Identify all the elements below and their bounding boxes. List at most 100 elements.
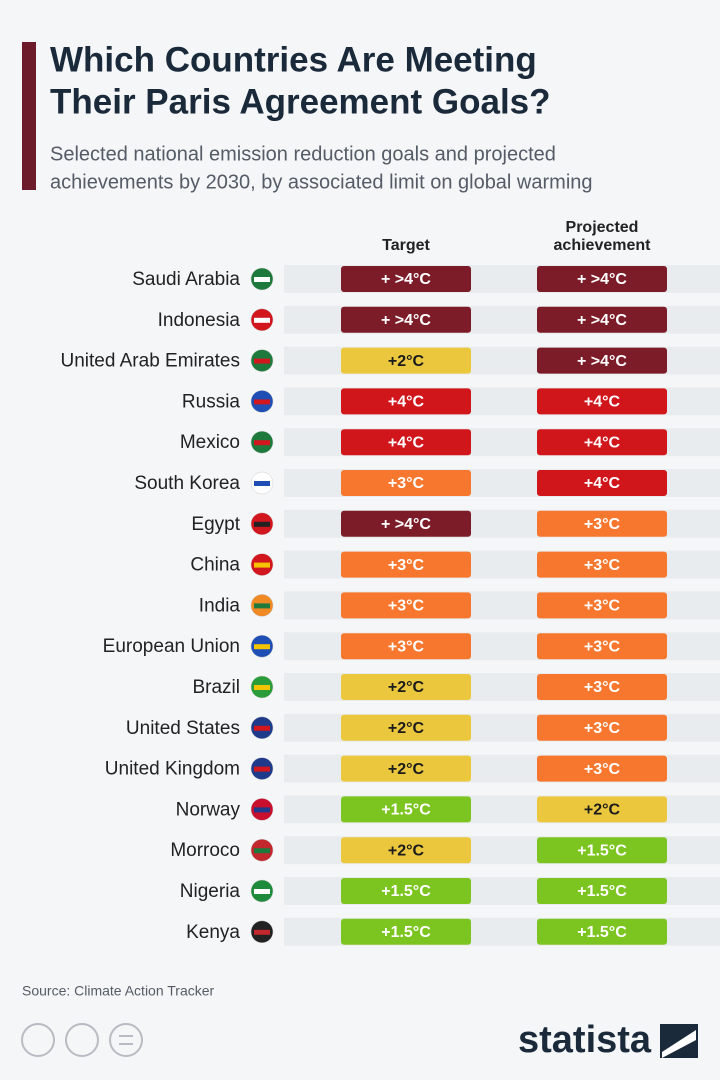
rating-badge bbox=[341, 918, 471, 945]
rating-label: + >4°C bbox=[381, 271, 431, 288]
rating-label: +3°C bbox=[584, 679, 621, 696]
rating-label: + >4°C bbox=[381, 516, 431, 533]
rating-badge bbox=[341, 755, 471, 782]
flag-stripe bbox=[254, 848, 270, 854]
rating-label: +3°C bbox=[388, 598, 425, 615]
rating-badge bbox=[537, 674, 667, 700]
brand-mark-stripe bbox=[662, 1030, 696, 1058]
flag-stripe bbox=[254, 399, 270, 405]
rating-badge bbox=[537, 306, 667, 333]
rating-badge bbox=[341, 837, 471, 864]
rating-label: +2°C bbox=[388, 720, 425, 737]
rating-badge bbox=[341, 306, 471, 333]
rating-badge bbox=[537, 755, 667, 782]
rating-badge bbox=[537, 837, 667, 864]
country-name: Egypt bbox=[191, 514, 240, 535]
column-header: Projected bbox=[566, 219, 639, 236]
rating-badge bbox=[537, 510, 667, 537]
rating-badge bbox=[341, 347, 471, 374]
rating-label: + >4°C bbox=[577, 312, 627, 329]
rating-label: +3°C bbox=[584, 557, 621, 574]
rating-badge bbox=[341, 674, 471, 700]
country-name: European Union bbox=[103, 636, 240, 657]
flag-stripe bbox=[254, 562, 270, 568]
country-name: Kenya bbox=[186, 922, 240, 943]
rating-label: +1.5°C bbox=[577, 924, 627, 941]
rating-label: +4°C bbox=[584, 394, 621, 411]
rating-badge bbox=[537, 633, 667, 660]
flag-stripe bbox=[254, 807, 270, 813]
rating-badge bbox=[537, 878, 667, 904]
rating-badge bbox=[341, 592, 471, 619]
column-header: Target bbox=[382, 237, 430, 254]
country-name: China bbox=[190, 555, 240, 576]
rating-badge bbox=[537, 918, 667, 945]
rating-badge bbox=[537, 429, 667, 456]
rating-label: +4°C bbox=[388, 394, 425, 411]
rating-badge bbox=[341, 714, 471, 741]
rating-badge bbox=[537, 551, 667, 578]
rating-badge bbox=[537, 347, 667, 374]
rating-badge bbox=[341, 429, 471, 456]
rating-label: +2°C bbox=[388, 353, 425, 370]
country-name: South Korea bbox=[134, 473, 240, 494]
source: Source: Climate Action Tracker bbox=[22, 983, 215, 999]
rating-label: +2°C bbox=[584, 802, 621, 819]
rating-label: +4°C bbox=[584, 475, 621, 492]
rating-badge bbox=[537, 714, 667, 741]
rating-label: +1.5°C bbox=[577, 883, 627, 900]
country-name: Norway bbox=[176, 799, 241, 820]
accent-bar bbox=[22, 42, 36, 190]
flag-stripe bbox=[254, 889, 270, 894]
flag-stripe bbox=[254, 685, 270, 690]
column-header: achievement bbox=[554, 237, 652, 254]
title-line: Which Countries Are Meeting bbox=[50, 40, 537, 79]
rating-label: +1.5°C bbox=[381, 802, 431, 819]
rating-label: + >4°C bbox=[381, 312, 431, 329]
country-name: United Arab Emirates bbox=[60, 351, 240, 372]
country-name: United States bbox=[126, 718, 240, 739]
rating-badge bbox=[341, 878, 471, 904]
flag-stripe bbox=[254, 929, 270, 935]
rating-label: +3°C bbox=[584, 761, 621, 778]
rating-badge bbox=[341, 633, 471, 660]
country-name: Brazil bbox=[192, 677, 240, 698]
rating-badge bbox=[341, 266, 471, 292]
flag-stripe bbox=[254, 481, 270, 486]
rating-label: +4°C bbox=[584, 434, 621, 451]
country-name: Russia bbox=[182, 391, 241, 412]
license-icons bbox=[21, 1023, 143, 1057]
flag-stripe bbox=[254, 766, 270, 772]
rating-label: + >4°C bbox=[577, 353, 627, 370]
rating-label: +4°C bbox=[388, 434, 425, 451]
country-name: India bbox=[199, 595, 241, 616]
rating-badge bbox=[537, 592, 667, 619]
flag-stripe bbox=[254, 358, 270, 364]
country-name: United Kingdom bbox=[105, 759, 240, 780]
brand-logo: statista bbox=[518, 1019, 652, 1061]
flag-stripe bbox=[254, 644, 270, 650]
rating-label: +3°C bbox=[388, 638, 425, 655]
country-name: Nigeria bbox=[180, 881, 241, 902]
flag-stripe bbox=[254, 725, 270, 731]
rating-label: +3°C bbox=[584, 598, 621, 615]
flag-stripe bbox=[254, 277, 270, 282]
rating-badge bbox=[341, 470, 471, 496]
rating-label: +1.5°C bbox=[577, 842, 627, 859]
subtitle-line: achievements by 2030, by associated limi… bbox=[50, 171, 593, 193]
rating-label: +3°C bbox=[584, 720, 621, 737]
flag-stripe bbox=[254, 603, 270, 609]
rating-label: +3°C bbox=[388, 557, 425, 574]
rating-label: + >4°C bbox=[577, 271, 627, 288]
title-line: Their Paris Agreement Goals? bbox=[50, 82, 551, 121]
subtitle-line: Selected national emission reduction goa… bbox=[50, 143, 556, 165]
rating-label: +3°C bbox=[584, 638, 621, 655]
country-name: Morroco bbox=[170, 840, 240, 861]
rating-badge bbox=[537, 266, 667, 292]
rating-badge bbox=[341, 388, 471, 415]
rating-badge bbox=[341, 796, 471, 823]
rating-badge bbox=[341, 510, 471, 537]
flag-stripe bbox=[254, 440, 270, 446]
rating-label: +1.5°C bbox=[381, 924, 431, 941]
